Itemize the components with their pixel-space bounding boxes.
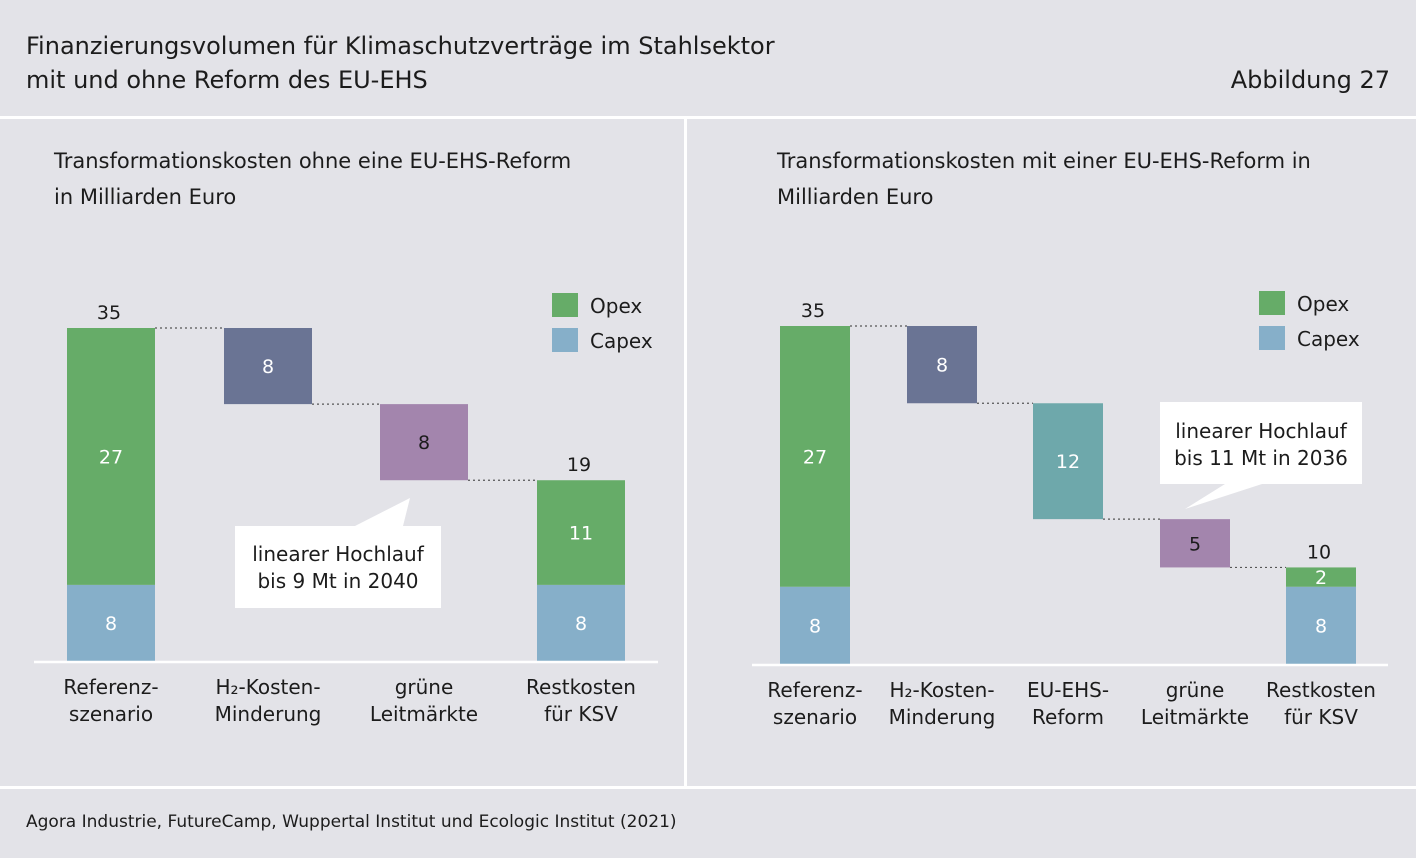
total-label: 19 (567, 454, 591, 476)
legend-label: Capex (590, 329, 653, 353)
legend-swatch-capex (552, 328, 578, 352)
panel-subtitle: in Milliarden Euro (54, 185, 236, 209)
callout-text: linearer Hochlauf (1175, 419, 1347, 443)
bar-segment-opex (537, 480, 625, 585)
bar-floating (907, 326, 977, 404)
category-label: Restkosten (526, 675, 636, 699)
bar-floating (380, 404, 468, 481)
header-divider (0, 116, 1416, 119)
callout-text: bis 9 Mt in 2040 (257, 569, 418, 593)
category-label: Referenz- (767, 678, 862, 702)
category-label: Referenz- (63, 675, 158, 699)
bar-floating (1033, 403, 1103, 520)
data-label: 8 (1315, 615, 1327, 637)
category-label: Restkosten (1266, 678, 1376, 702)
bar-segment-capex (537, 584, 625, 661)
callout-box (1160, 402, 1362, 484)
figure-number: Abbildung 27 (1230, 66, 1390, 94)
category-label: grüne (395, 675, 454, 699)
total-label: 35 (801, 300, 825, 322)
panel-title: Transformationskosten mit einer EU-EHS-R… (776, 149, 1311, 173)
source-note: Agora Industrie, FutureCamp, Wuppertal I… (26, 812, 677, 832)
data-label: 8 (418, 432, 430, 454)
panel-divider (684, 119, 687, 786)
legend-swatch-opex (1259, 291, 1285, 315)
data-label: 8 (936, 355, 948, 377)
figure-title-line2: mit und ohne Reform des EU-EHS (26, 66, 428, 94)
callout-text: bis 11 Mt in 2036 (1174, 446, 1348, 470)
legend-label: Opex (1297, 292, 1349, 316)
bar-segment-capex (67, 584, 155, 661)
bar-segment-capex (780, 586, 850, 664)
data-label: 27 (99, 446, 123, 468)
category-label: für KSV (1284, 705, 1358, 729)
callout-box (235, 526, 441, 608)
category-label: für KSV (544, 702, 618, 726)
footer-divider (0, 786, 1416, 789)
category-label: Leitmärkte (1141, 705, 1249, 729)
callout-pointer (1185, 484, 1262, 509)
legend-label: Capex (1297, 327, 1360, 351)
category-label: H₂-Kosten- (215, 675, 320, 699)
data-label: 11 (569, 523, 593, 545)
data-label: 5 (1189, 533, 1201, 555)
bar-segment-capex (1286, 586, 1356, 664)
bar-segment-opex (1286, 567, 1356, 587)
category-label: EU-EHS- (1027, 678, 1109, 702)
total-label: 35 (97, 302, 121, 324)
category-label: Minderung (889, 705, 996, 729)
data-label: 8 (262, 356, 274, 378)
figure-title-line1: Finanzierungsvolumen für Klimaschutzvert… (26, 32, 775, 60)
category-label: Reform (1032, 705, 1104, 729)
bar-segment-opex (780, 326, 850, 587)
legend-label: Opex (590, 294, 642, 318)
category-label: szenario (69, 702, 153, 726)
category-label: H₂-Kosten- (889, 678, 994, 702)
header: Finanzierungsvolumen für Klimaschutzvert… (0, 0, 1416, 116)
data-label: 2 (1315, 567, 1327, 589)
category-label: Leitmärkte (370, 702, 478, 726)
data-label: 8 (105, 613, 117, 635)
bar-segment-opex (67, 328, 155, 585)
category-label: Minderung (215, 702, 322, 726)
legend-swatch-opex (552, 293, 578, 317)
data-label: 12 (1056, 451, 1080, 473)
data-label: 8 (575, 613, 587, 635)
bar-floating (1160, 519, 1230, 568)
data-label: 27 (803, 446, 827, 468)
bar-floating (224, 328, 312, 405)
total-label: 10 (1307, 541, 1331, 563)
category-label: szenario (773, 705, 857, 729)
callout-text: linearer Hochlauf (252, 542, 424, 566)
callout-pointer (355, 498, 410, 526)
category-label: grüne (1166, 678, 1225, 702)
panel-subtitle: Milliarden Euro (777, 185, 933, 209)
legend-swatch-capex (1259, 326, 1285, 350)
data-label: 8 (809, 615, 821, 637)
panel-title: Transformationskosten ohne eine EU-EHS-R… (53, 149, 571, 173)
